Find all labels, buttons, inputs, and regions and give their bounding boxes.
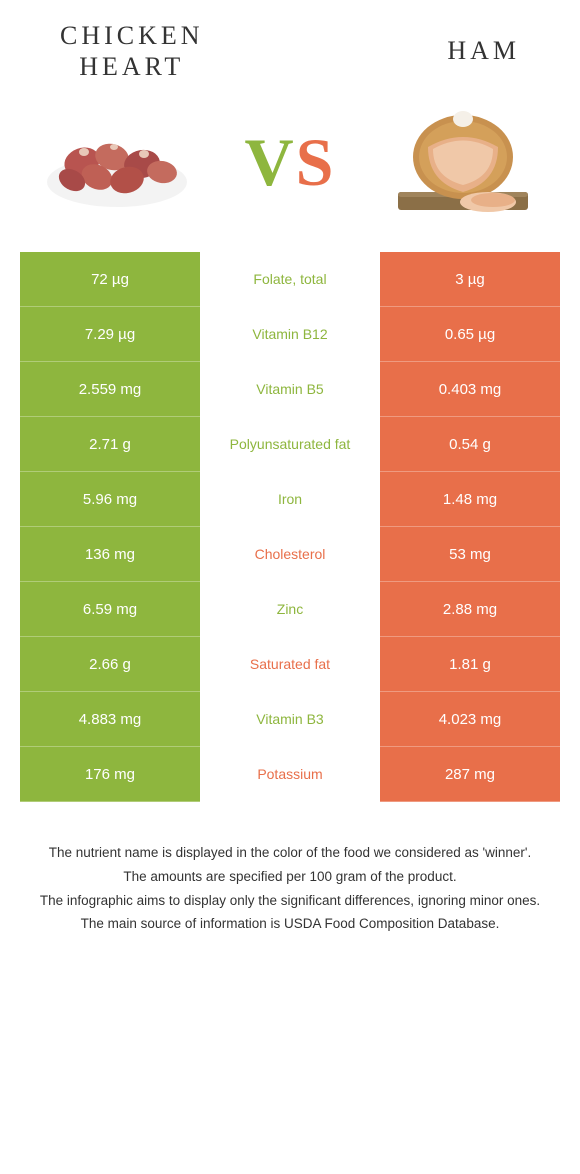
nutrient-name: Cholesterol bbox=[200, 527, 380, 582]
chicken-heart-image bbox=[32, 102, 202, 222]
left-value: 7.29 µg bbox=[20, 307, 200, 362]
table-row: 176 mgPotassium287 mg bbox=[20, 747, 560, 802]
footer-line: The nutrient name is displayed in the co… bbox=[30, 842, 550, 864]
vs-s: S bbox=[296, 124, 336, 200]
left-value: 176 mg bbox=[20, 747, 200, 802]
table-row: 2.71 gPolyunsaturated fat0.54 g bbox=[20, 417, 560, 472]
right-value: 0.54 g bbox=[380, 417, 560, 472]
left-value: 4.883 mg bbox=[20, 692, 200, 747]
vs-label: VS bbox=[245, 123, 336, 202]
table-row: 2.559 mgVitamin B50.403 mg bbox=[20, 362, 560, 417]
right-value: 4.023 mg bbox=[380, 692, 560, 747]
nutrient-name: Vitamin B12 bbox=[200, 307, 380, 362]
comparison-table: 72 µgFolate, total3 µg7.29 µgVitamin B12… bbox=[20, 252, 560, 802]
title-left: CHICKEN HEART bbox=[60, 20, 204, 82]
right-value: 1.81 g bbox=[380, 637, 560, 692]
nutrient-name: Saturated fat bbox=[200, 637, 380, 692]
left-value: 6.59 mg bbox=[20, 582, 200, 637]
table-row: 5.96 mgIron1.48 mg bbox=[20, 472, 560, 527]
table-row: 7.29 µgVitamin B120.65 µg bbox=[20, 307, 560, 362]
table-row: 2.66 gSaturated fat1.81 g bbox=[20, 637, 560, 692]
right-value: 3 µg bbox=[380, 252, 560, 307]
nutrient-name: Iron bbox=[200, 472, 380, 527]
header-row: CHICKEN HEART HAM bbox=[0, 0, 580, 92]
left-value: 2.559 mg bbox=[20, 362, 200, 417]
left-value: 2.71 g bbox=[20, 417, 200, 472]
ham-image bbox=[378, 102, 548, 222]
footer-line: The main source of information is USDA F… bbox=[30, 913, 550, 935]
left-value: 136 mg bbox=[20, 527, 200, 582]
right-value: 0.65 µg bbox=[380, 307, 560, 362]
table-row: 4.883 mgVitamin B34.023 mg bbox=[20, 692, 560, 747]
left-value: 5.96 mg bbox=[20, 472, 200, 527]
nutrient-name: Zinc bbox=[200, 582, 380, 637]
left-value: 72 µg bbox=[20, 252, 200, 307]
footer-notes: The nutrient name is displayed in the co… bbox=[0, 802, 580, 956]
title-right: HAM bbox=[447, 20, 520, 82]
nutrient-name: Potassium bbox=[200, 747, 380, 802]
footer-line: The amounts are specified per 100 gram o… bbox=[30, 866, 550, 888]
nutrient-name: Polyunsaturated fat bbox=[200, 417, 380, 472]
vs-row: VS bbox=[0, 92, 580, 252]
vs-v: V bbox=[245, 124, 296, 200]
table-row: 136 mgCholesterol53 mg bbox=[20, 527, 560, 582]
right-value: 2.88 mg bbox=[380, 582, 560, 637]
table-row: 6.59 mgZinc2.88 mg bbox=[20, 582, 560, 637]
left-value: 2.66 g bbox=[20, 637, 200, 692]
right-value: 1.48 mg bbox=[380, 472, 560, 527]
nutrient-name: Folate, total bbox=[200, 252, 380, 307]
right-value: 53 mg bbox=[380, 527, 560, 582]
nutrient-name: Vitamin B5 bbox=[200, 362, 380, 417]
table-row: 72 µgFolate, total3 µg bbox=[20, 252, 560, 307]
footer-line: The infographic aims to display only the… bbox=[30, 890, 550, 912]
right-value: 0.403 mg bbox=[380, 362, 560, 417]
nutrient-name: Vitamin B3 bbox=[200, 692, 380, 747]
right-value: 287 mg bbox=[380, 747, 560, 802]
